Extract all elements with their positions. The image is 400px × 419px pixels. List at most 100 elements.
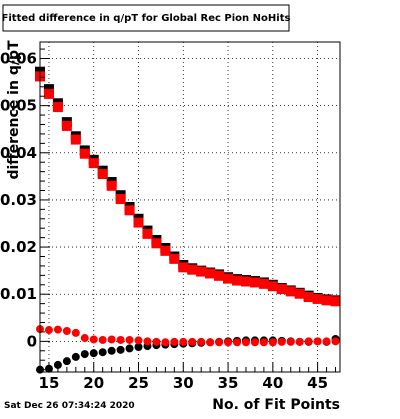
y-axis-title: difference in q/pT	[6, 40, 22, 179]
data-point-circle	[197, 337, 206, 346]
data-point-square	[294, 288, 305, 299]
data-point-square	[205, 268, 216, 279]
data-point-circle	[224, 338, 233, 347]
data-point-circle	[53, 360, 62, 369]
data-point-circle	[233, 338, 242, 347]
timestamp: Sat Dec 26 07:34:24 2020	[4, 401, 135, 411]
data-point-square	[187, 264, 198, 275]
data-point-circle	[125, 344, 134, 353]
grid-layer	[40, 42, 340, 372]
data-point-circle	[116, 345, 125, 354]
data-point-square	[43, 88, 54, 99]
data-point-circle	[295, 337, 304, 346]
data-point-square	[303, 292, 314, 303]
y-tick-label: 0.03	[0, 191, 37, 209]
data-point-square	[169, 253, 180, 264]
data-point-circle	[304, 337, 313, 346]
data-point-square	[232, 275, 243, 286]
data-point-circle	[89, 335, 98, 344]
data-point-circle	[107, 346, 116, 355]
data-point-square	[115, 193, 126, 204]
data-point-circle	[53, 325, 62, 334]
data-point-circle	[313, 337, 322, 346]
x-tick-label: 30	[173, 374, 194, 392]
data-point-square	[124, 205, 135, 216]
data-point-square	[276, 284, 287, 295]
y-tick-label: 0	[27, 332, 37, 350]
plot-frame	[39, 41, 341, 373]
data-point-circle	[277, 337, 286, 346]
data-point-square	[214, 270, 225, 281]
data-point-circle	[134, 343, 143, 352]
data-point-square	[223, 273, 234, 284]
data-point-circle	[250, 338, 259, 347]
data-point-circle	[125, 335, 134, 344]
data-point-square	[79, 148, 90, 159]
data-point-circle	[215, 338, 224, 347]
series-3	[36, 325, 340, 347]
data-point-circle	[98, 348, 107, 357]
y-tick-label: 0.02	[0, 238, 37, 256]
data-point-circle	[98, 335, 107, 344]
y-tick-label: 0.04	[0, 144, 37, 162]
data-point-circle	[134, 336, 143, 345]
data-point-square	[258, 278, 269, 289]
data-point-square	[178, 262, 189, 273]
data-point-circle	[80, 350, 89, 359]
chart-title: Fitted difference in q/pT for Global Rec…	[2, 13, 291, 24]
data-point-square	[285, 286, 296, 297]
data-point-circle	[268, 338, 277, 347]
data-point-square	[160, 245, 171, 256]
y-tick-label: 0.01	[0, 285, 37, 303]
x-tick-label: 20	[83, 374, 104, 392]
data-point-square	[52, 102, 63, 113]
data-point-circle	[161, 338, 170, 347]
x-axis-title: No. of Fit Points	[212, 397, 340, 413]
data-point-circle	[71, 352, 80, 361]
data-point-circle	[107, 335, 116, 344]
data-point-square	[106, 180, 117, 191]
data-point-circle	[152, 337, 161, 346]
data-point-circle	[188, 337, 197, 346]
data-point-square	[240, 276, 251, 287]
data-point-circle	[179, 337, 188, 346]
data-point-square	[133, 217, 144, 228]
data-point-circle	[286, 337, 295, 346]
x-tick-label: 45	[307, 374, 328, 392]
data-point-square	[321, 295, 332, 306]
data-point-square	[196, 266, 207, 277]
data-point-circle	[62, 326, 71, 335]
y-tick-label: 0.05	[0, 97, 37, 115]
series-layer	[35, 66, 341, 374]
data-point-square	[61, 120, 72, 131]
data-point-square	[312, 293, 323, 304]
data-point-square	[97, 169, 108, 179]
data-point-circle	[241, 338, 250, 347]
data-point-square	[70, 134, 81, 145]
series-1	[35, 71, 341, 307]
title-box	[2, 4, 290, 32]
data-point-circle	[116, 335, 125, 344]
data-point-circle	[206, 338, 215, 347]
data-point-circle	[44, 326, 53, 335]
data-point-circle	[170, 337, 179, 346]
data-point-square	[88, 158, 99, 169]
data-point-circle	[322, 337, 331, 346]
data-point-circle	[331, 337, 340, 346]
data-point-square	[249, 277, 260, 288]
x-tick-label: 15	[39, 374, 60, 392]
data-point-square	[142, 228, 153, 239]
x-tick-label: 25	[128, 374, 149, 392]
data-point-square	[267, 281, 278, 292]
data-point-circle	[80, 334, 89, 343]
data-point-square	[151, 238, 162, 249]
data-point-circle	[143, 337, 152, 346]
data-point-circle	[62, 357, 71, 366]
y-tick-label: 0.06	[0, 50, 37, 68]
data-point-circle	[259, 338, 268, 347]
x-tick-label: 40	[262, 374, 283, 392]
data-point-square	[330, 296, 341, 307]
tick-layer: 15 20 25 30 35 40 45 0 0.01 0.02 0.03 0.04 0.05 0.06	[0, 48, 337, 392]
